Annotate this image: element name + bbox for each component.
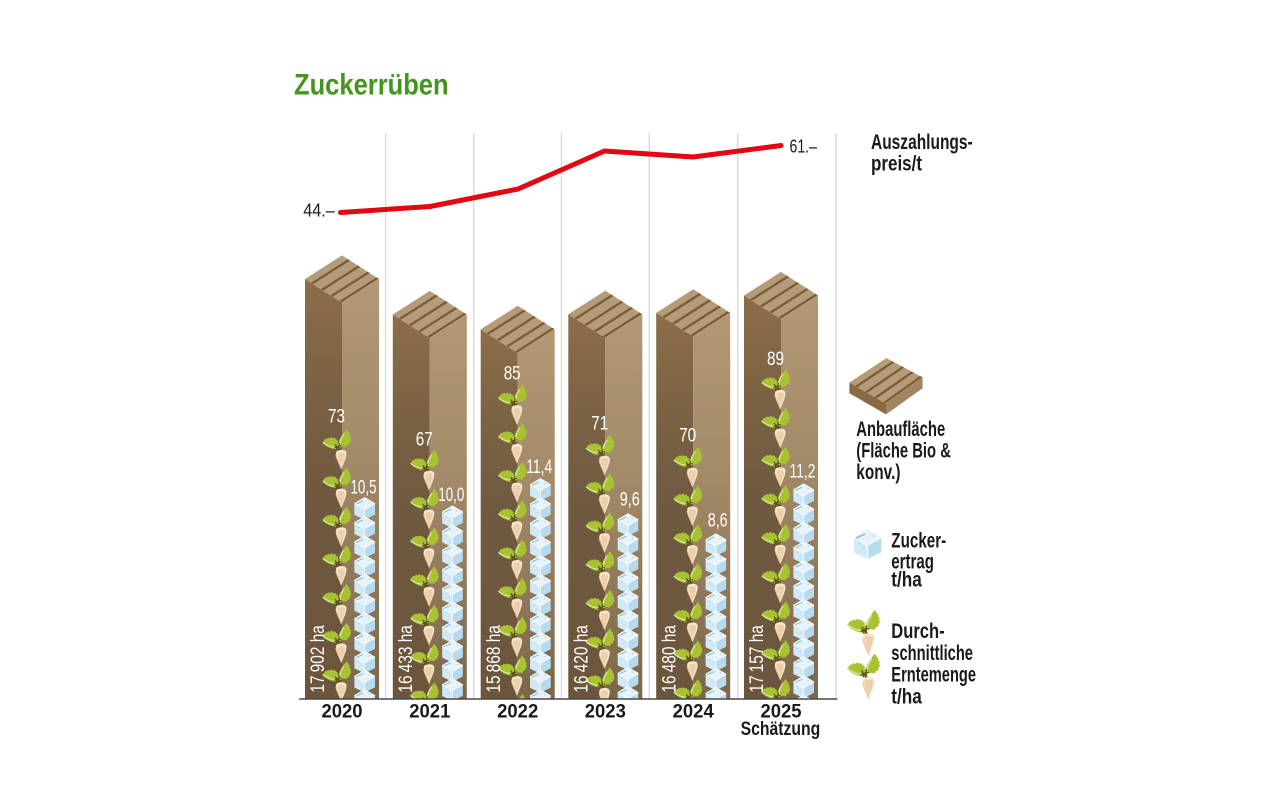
svg-text:2020: 2020: [321, 702, 362, 723]
svg-text:16 480 ha: 16 480 ha: [659, 625, 680, 693]
svg-text:73: 73: [328, 406, 345, 427]
svg-text:10,5: 10,5: [351, 478, 377, 499]
svg-text:17 902 ha: 17 902 ha: [308, 625, 329, 693]
svg-text:44.–: 44.–: [303, 200, 335, 220]
svg-text:(Fläche Bio &: (Fläche Bio &: [856, 440, 951, 463]
svg-text:9,6: 9,6: [620, 490, 640, 511]
svg-text:71: 71: [591, 413, 608, 434]
svg-text:konv.): konv.): [856, 461, 900, 484]
svg-text:Auszahlungs-: Auszahlungs-: [871, 131, 973, 154]
svg-text:t/ha: t/ha: [891, 569, 922, 592]
svg-text:schnittliche: schnittliche: [891, 642, 973, 665]
svg-text:89: 89: [767, 349, 784, 370]
svg-text:16 420 ha: 16 420 ha: [572, 625, 593, 693]
svg-text:8,6: 8,6: [708, 510, 728, 531]
svg-text:70: 70: [679, 425, 696, 446]
svg-text:2021: 2021: [409, 702, 451, 723]
svg-text:Durch-: Durch-: [891, 620, 944, 643]
svg-text:Schätzung: Schätzung: [741, 719, 821, 740]
svg-text:Erntemenge: Erntemenge: [891, 664, 976, 687]
svg-text:16 433 ha: 16 433 ha: [396, 625, 417, 693]
svg-text:85: 85: [504, 364, 521, 385]
svg-text:2025: 2025: [760, 702, 802, 723]
svg-text:67: 67: [416, 430, 433, 451]
svg-text:Anbaufläche: Anbaufläche: [856, 418, 945, 441]
svg-text:2022: 2022: [497, 702, 538, 723]
svg-text:15 868 ha: 15 868 ha: [484, 625, 505, 693]
svg-text:2023: 2023: [585, 702, 626, 723]
svg-text:61.–: 61.–: [790, 137, 817, 157]
svg-text:11,4: 11,4: [526, 457, 552, 478]
svg-text:t/ha: t/ha: [891, 685, 922, 708]
svg-text:11,2: 11,2: [790, 461, 816, 482]
svg-text:preis/t: preis/t: [871, 153, 922, 176]
svg-text:2024: 2024: [673, 702, 715, 723]
svg-text:ertrag: ertrag: [891, 551, 934, 574]
svg-text:Zucker-: Zucker-: [891, 530, 946, 553]
svg-text:17 157 ha: 17 157 ha: [747, 625, 768, 693]
svg-text:Zuckerrüben: Zuckerrüben: [294, 69, 449, 102]
svg-text:10,0: 10,0: [438, 485, 464, 506]
